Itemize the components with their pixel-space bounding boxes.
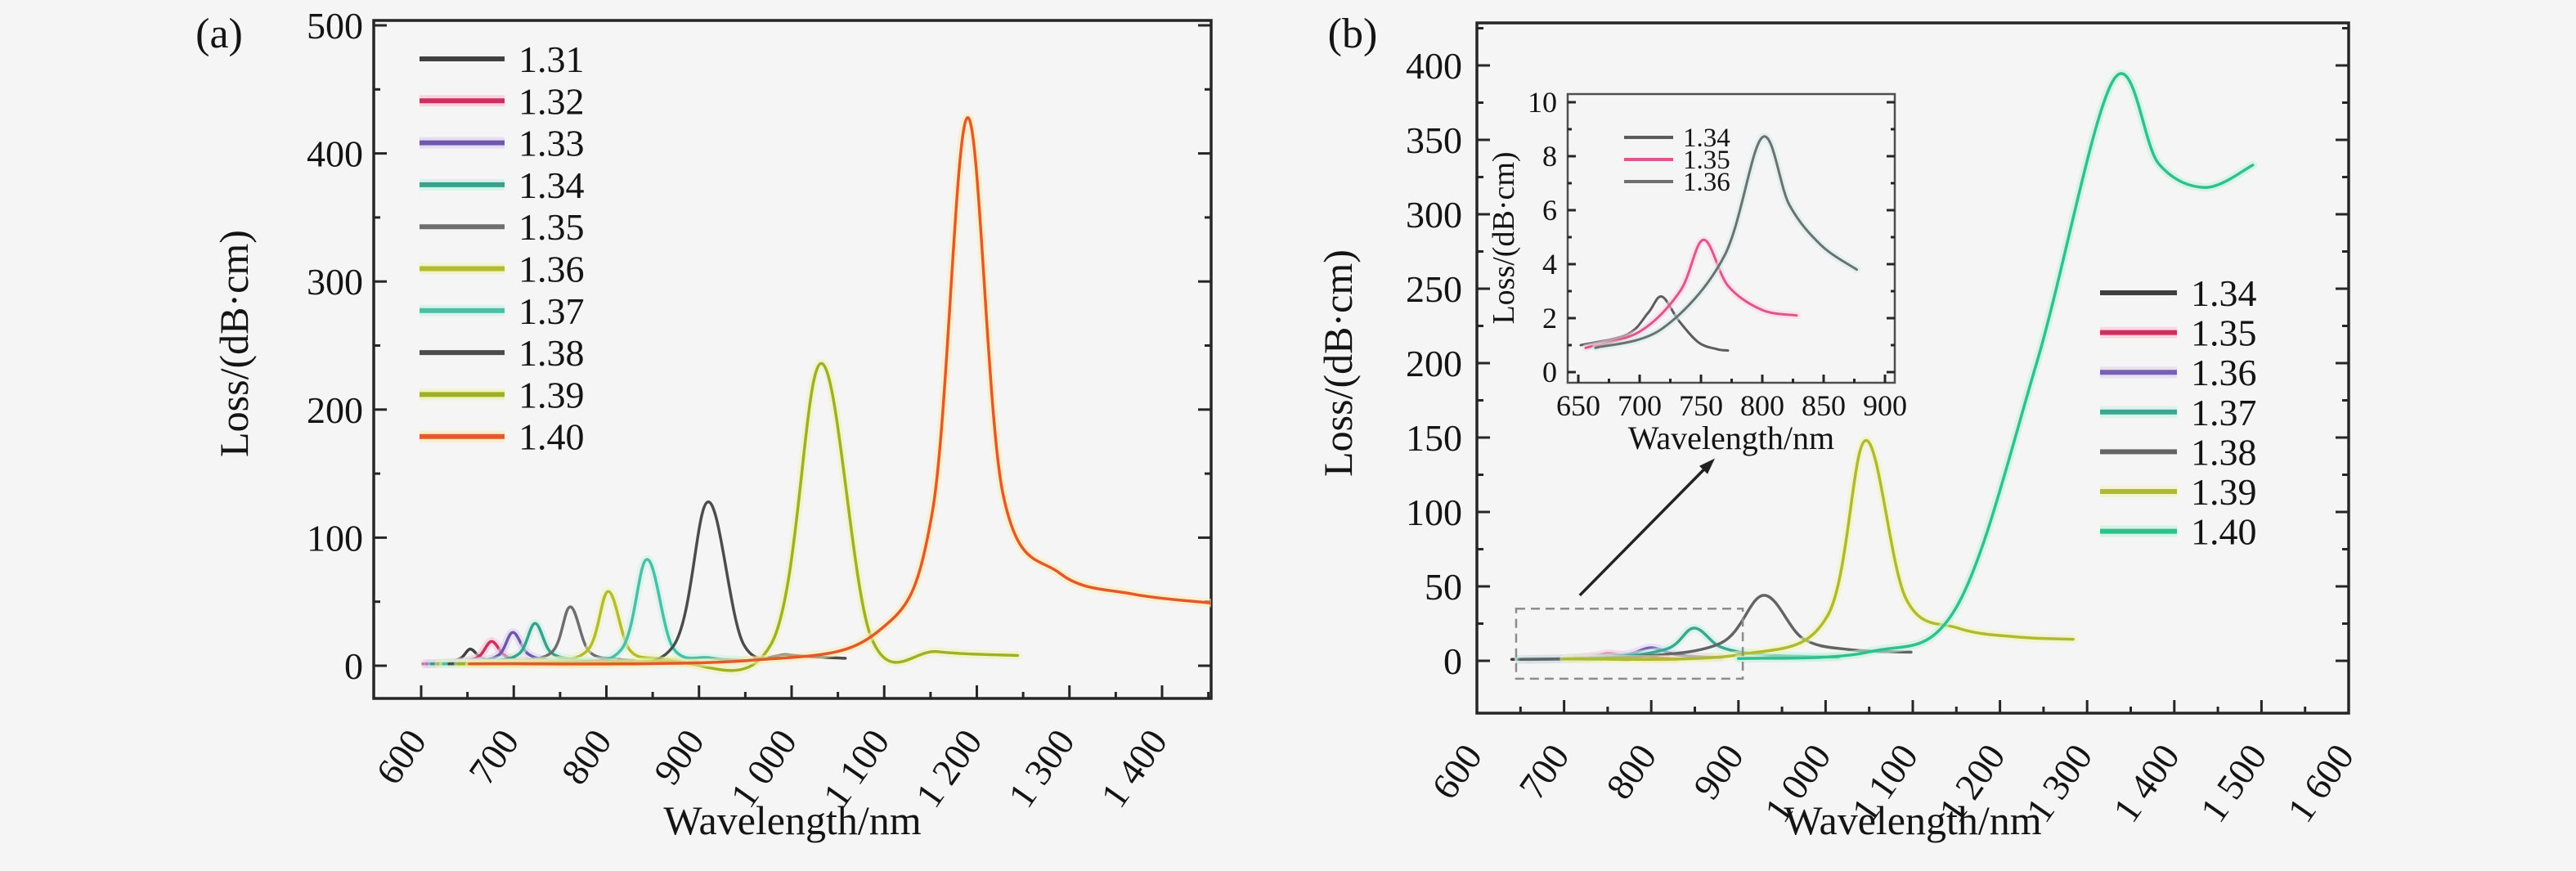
x-tick-label: 600 bbox=[368, 721, 434, 792]
legend-label: 1.35 bbox=[518, 206, 585, 248]
inset-y-tick-label: 6 bbox=[1542, 194, 1557, 227]
x-tick-label: 800 bbox=[1598, 736, 1664, 806]
x-tick-label: 800 bbox=[553, 721, 619, 792]
legend-label: 1.32 bbox=[518, 80, 585, 122]
legend: 1.311.321.331.341.351.361.371.381.391.40 bbox=[420, 38, 585, 458]
legend-label: 1.38 bbox=[518, 332, 585, 374]
series-group bbox=[420, 113, 1211, 676]
series-line-1.39 bbox=[1562, 438, 2075, 662]
series-line-1.38 bbox=[1519, 594, 1913, 661]
y-tick-label: 0 bbox=[344, 645, 363, 687]
inset-legend-label: 1.36 bbox=[1683, 168, 1730, 197]
inset-x-tick-label: 650 bbox=[1556, 389, 1600, 422]
y-tick-label: 300 bbox=[1406, 194, 1462, 236]
inset-x-tick-label: 800 bbox=[1740, 389, 1784, 422]
series-group bbox=[1579, 132, 1860, 352]
legend-label: 1.40 bbox=[2191, 511, 2257, 553]
legend-label: 1.34 bbox=[518, 164, 585, 206]
inset-y-tick-label: 0 bbox=[1542, 356, 1557, 388]
inset-x-tick-label: 750 bbox=[1679, 389, 1723, 422]
inset-panel: 0 2 4 6 8 10 650 700 750 800 850 900 Wavelength/nm Lo… bbox=[1487, 86, 1907, 456]
y-axis-title: Loss/(dB·cm) bbox=[1315, 249, 1361, 477]
legend-label: 1.39 bbox=[2191, 471, 2257, 513]
series-line-1.36 bbox=[1594, 135, 1858, 349]
series-line-1.40 bbox=[468, 116, 1211, 666]
inset-arrow bbox=[1578, 464, 1709, 597]
plot-frame bbox=[372, 19, 1213, 700]
legend-label: 1.37 bbox=[2191, 392, 2257, 433]
legend-label: 1.31 bbox=[518, 38, 585, 80]
y-tick-label: 200 bbox=[1406, 343, 1462, 384]
x-tick-label: 1 400 bbox=[1093, 721, 1175, 815]
x-tick-label: 1 400 bbox=[2105, 736, 2188, 829]
x-tick-label: 1 600 bbox=[2279, 736, 2362, 829]
legend-label: 1.33 bbox=[518, 123, 585, 164]
panel-tag: (b) bbox=[1328, 11, 1378, 57]
legend-label: 1.37 bbox=[518, 290, 585, 332]
legend-label: 1.34 bbox=[2191, 272, 2257, 314]
y-tick-label: 400 bbox=[307, 133, 363, 175]
y-tick-label: 150 bbox=[1406, 417, 1462, 459]
y-axis-title: Loss/(dB·cm) bbox=[211, 230, 257, 457]
x-tick-label: 1 500 bbox=[2192, 736, 2274, 829]
y-tick-label: 300 bbox=[307, 261, 363, 303]
x-axis-title: Wavelength/nm bbox=[1784, 797, 2041, 843]
x-tick-label: 900 bbox=[1685, 736, 1752, 806]
series-line-1.40 bbox=[1737, 72, 2255, 661]
axis-ticks bbox=[374, 24, 1211, 698]
y-tick-label: 100 bbox=[1406, 492, 1462, 533]
legend-label: 1.39 bbox=[518, 374, 585, 415]
inset-y-tick-label: 2 bbox=[1542, 302, 1557, 334]
series-line-1.35 bbox=[1584, 238, 1798, 349]
legend-label: 1.38 bbox=[2191, 431, 2257, 473]
legend: 1.341.351.361.371.381.391.40 bbox=[2100, 272, 2257, 553]
y-tick-label: 200 bbox=[307, 389, 363, 431]
inset-y-tick-label: 8 bbox=[1542, 140, 1557, 173]
inset-arrowhead bbox=[1699, 458, 1716, 474]
inset-legend: 1.341.351.36 bbox=[1624, 123, 1730, 197]
inset-x-axis-title: Wavelength/nm bbox=[1628, 420, 1834, 456]
axis-ticks bbox=[1568, 101, 1895, 383]
y-tick-label: 400 bbox=[1406, 45, 1462, 87]
axis-ticks bbox=[1477, 27, 2349, 713]
inset-legend-label: 1.35 bbox=[1683, 146, 1730, 175]
inset-y-axis-title: Loss/(dB·cm) bbox=[1487, 151, 1521, 324]
inset-x-tick-label: 700 bbox=[1618, 389, 1662, 422]
legend-label: 1.35 bbox=[2191, 312, 2257, 354]
series-group bbox=[1510, 69, 2257, 664]
y-tick-label: 500 bbox=[307, 5, 363, 47]
y-tick-label: 100 bbox=[307, 517, 363, 559]
y-tick-label: 250 bbox=[1406, 268, 1462, 310]
legend-label: 1.36 bbox=[2191, 352, 2257, 393]
inset-legend-label: 1.34 bbox=[1683, 123, 1730, 153]
y-tick-label: 50 bbox=[1425, 566, 1462, 608]
x-tick-label: 1 300 bbox=[1000, 721, 1083, 815]
x-axis-title: Wavelength/nm bbox=[663, 797, 921, 843]
y-tick-label: 0 bbox=[1443, 640, 1462, 682]
inset-x-tick-label: 900 bbox=[1863, 389, 1907, 422]
legend-label: 1.36 bbox=[518, 249, 585, 290]
x-tick-label: 700 bbox=[460, 721, 527, 792]
inset-y-tick-label: 10 bbox=[1528, 86, 1557, 119]
inset-y-tick-label: 4 bbox=[1542, 248, 1557, 281]
inset-x-tick-label: 850 bbox=[1802, 389, 1846, 422]
x-tick-label: 900 bbox=[646, 721, 712, 792]
x-tick-label: 700 bbox=[1510, 736, 1577, 806]
y-tick-label: 350 bbox=[1406, 119, 1462, 161]
legend-label: 1.40 bbox=[518, 416, 585, 458]
x-tick-label: 600 bbox=[1424, 736, 1490, 806]
panel-tag: (a) bbox=[195, 11, 243, 57]
